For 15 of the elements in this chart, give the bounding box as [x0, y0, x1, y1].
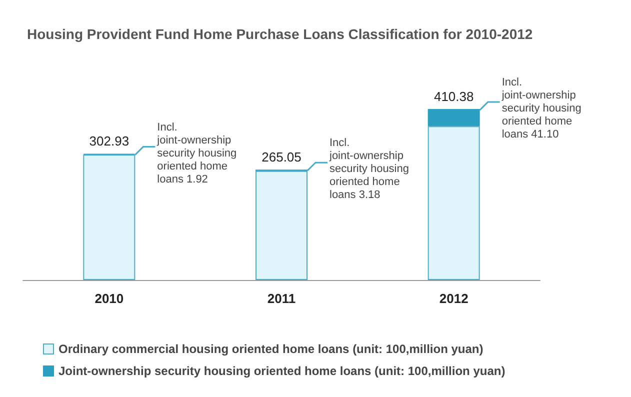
x-tick-label: 2012 — [439, 291, 468, 306]
data-label: Incl. joint-ownership security housing oriented home loans 3.18 — [328, 137, 412, 202]
total-label: 410.38 — [434, 89, 474, 104]
x-tick-label: 2011 — [267, 291, 296, 306]
bar — [256, 170, 308, 280]
x-tick-label: 2010 — [94, 291, 124, 306]
legend-label: Ordinary commercial housing oriented home loans (unit: 100,million yuan) — [58, 342, 484, 356]
bar — [428, 109, 480, 126]
data-label: Incl. joint-ownership security housing oriented home loans 1.92 — [156, 121, 240, 186]
data-label: Incl. joint-ownership security housing oriented home loans 41.10 — [500, 76, 584, 141]
bar — [428, 126, 480, 280]
chart-title: Housing Provident Fund Home Purchase Loans Classification for 2010-2012 — [27, 26, 533, 42]
total-label: 302.93 — [89, 134, 130, 149]
total-label: 265.05 — [262, 150, 302, 165]
legend-label: Joint-ownership security housing oriented home loans (unit: 100,million yuan) — [58, 364, 506, 378]
